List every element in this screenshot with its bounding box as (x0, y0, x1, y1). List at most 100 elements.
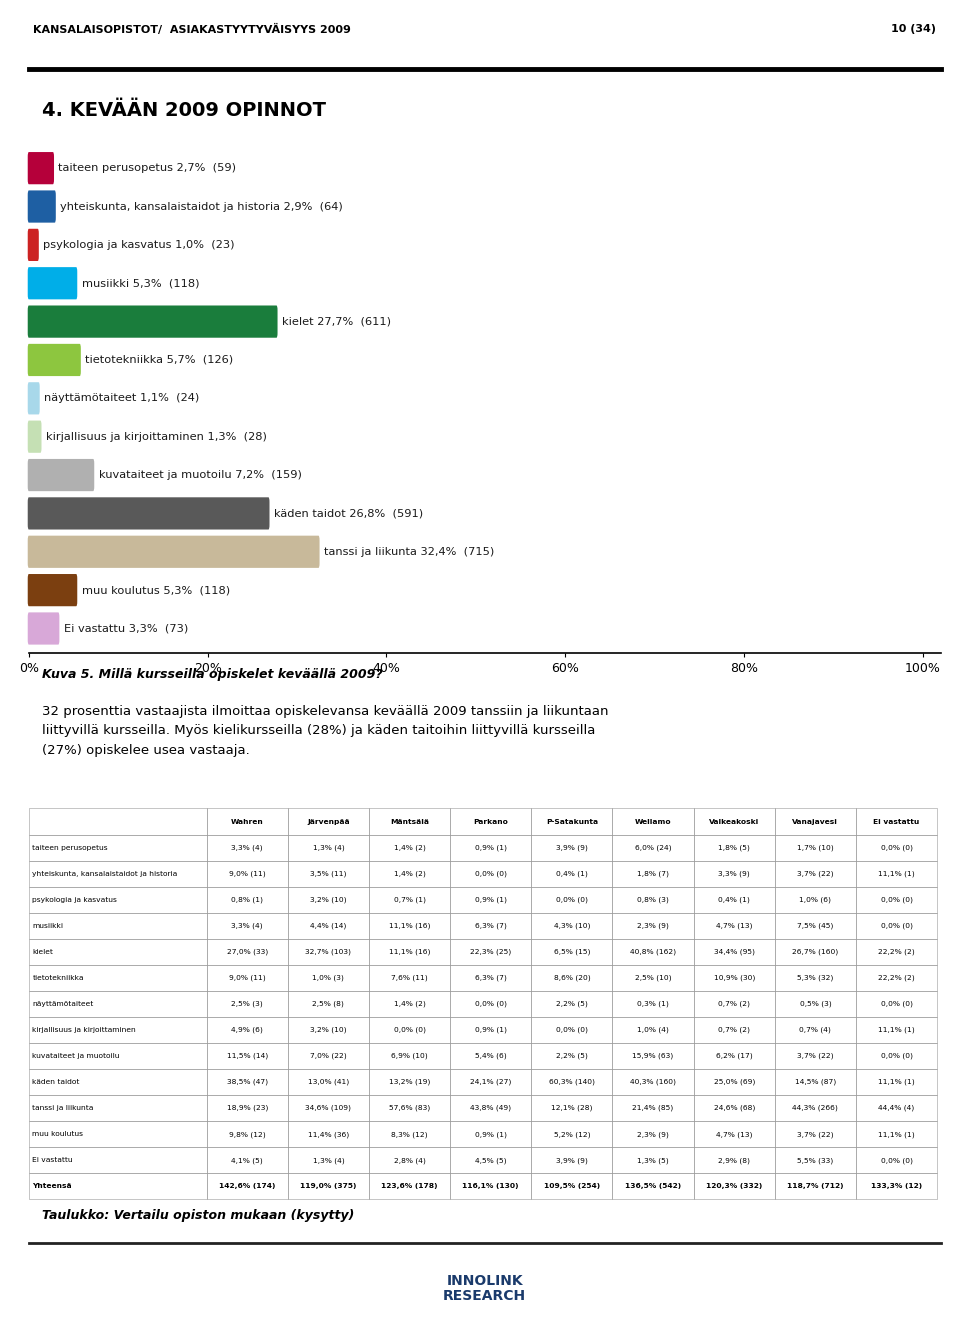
Bar (29, 835, 206, 860)
Text: 2,3% (9): 2,3% (9) (637, 1131, 669, 1138)
Text: 2,5% (8): 2,5% (8) (312, 1000, 345, 1007)
Bar (369, 1016, 450, 1043)
Bar (775, 1070, 856, 1095)
Bar (369, 1173, 450, 1199)
Text: 0,4% (1): 0,4% (1) (556, 870, 588, 876)
Bar (775, 1147, 856, 1173)
FancyBboxPatch shape (28, 460, 94, 492)
Text: 26,7% (160): 26,7% (160) (792, 948, 838, 955)
Text: 0,0% (0): 0,0% (0) (880, 1158, 913, 1164)
Text: 7,0% (22): 7,0% (22) (310, 1052, 347, 1059)
Bar (369, 939, 450, 964)
Bar (288, 1095, 369, 1122)
Bar (206, 835, 288, 860)
Bar (775, 1173, 856, 1199)
Text: 0,7% (2): 0,7% (2) (718, 1027, 750, 1034)
Bar (694, 887, 775, 912)
Text: 3,5% (11): 3,5% (11) (310, 870, 347, 876)
Bar (531, 939, 612, 964)
Text: 0,9% (1): 0,9% (1) (475, 1131, 507, 1138)
Text: 22,2% (2): 22,2% (2) (878, 948, 915, 955)
Bar (29, 1070, 206, 1095)
Text: 6,5% (15): 6,5% (15) (554, 948, 590, 955)
Text: 116,1% (130): 116,1% (130) (463, 1183, 519, 1189)
Text: kirjallisuus ja kirjoittaminen 1,3%  (28): kirjallisuus ja kirjoittaminen 1,3% (28) (46, 432, 267, 442)
Bar (206, 1173, 288, 1199)
Bar (775, 1016, 856, 1043)
Text: 44,4% (4): 44,4% (4) (878, 1106, 915, 1111)
Bar (450, 860, 531, 887)
FancyBboxPatch shape (28, 152, 54, 184)
Bar (450, 964, 531, 991)
Bar (856, 991, 937, 1016)
Text: Ei vastattu 3,3%  (73): Ei vastattu 3,3% (73) (63, 623, 188, 634)
Text: Taulukko: Vertailu opiston mukaan (kysytty): Taulukko: Vertailu opiston mukaan (kysyt… (42, 1209, 355, 1223)
Bar (775, 1043, 856, 1070)
Bar (531, 1016, 612, 1043)
Bar (29, 912, 206, 939)
FancyBboxPatch shape (28, 497, 270, 530)
Bar (206, 887, 288, 912)
Bar (288, 1147, 369, 1173)
Text: 0,5% (3): 0,5% (3) (800, 1000, 831, 1007)
Bar (369, 1147, 450, 1173)
Bar (531, 964, 612, 991)
Bar (694, 1016, 775, 1043)
Bar (288, 809, 369, 835)
Bar (29, 887, 206, 912)
Bar (612, 1147, 694, 1173)
Bar (856, 809, 937, 835)
Text: 4,1% (5): 4,1% (5) (231, 1158, 263, 1164)
FancyBboxPatch shape (28, 305, 277, 338)
Bar (369, 1122, 450, 1147)
Text: 13,2% (19): 13,2% (19) (389, 1079, 430, 1086)
Bar (531, 835, 612, 860)
Text: 133,3% (12): 133,3% (12) (871, 1183, 923, 1189)
Text: 0,8% (3): 0,8% (3) (637, 896, 669, 903)
Bar (612, 1173, 694, 1199)
Bar (775, 991, 856, 1016)
Bar (369, 991, 450, 1016)
Bar (775, 1095, 856, 1122)
Text: 10,9% (30): 10,9% (30) (713, 975, 755, 982)
Text: 123,6% (178): 123,6% (178) (381, 1183, 438, 1189)
Bar (450, 1043, 531, 1070)
Bar (856, 964, 937, 991)
Bar (856, 835, 937, 860)
Text: Parkano: Parkano (473, 818, 508, 825)
Text: näyttämötaiteet 1,1%  (24): näyttämötaiteet 1,1% (24) (44, 393, 200, 404)
Text: 1,0% (4): 1,0% (4) (637, 1027, 669, 1034)
FancyBboxPatch shape (28, 268, 77, 300)
Bar (369, 964, 450, 991)
Text: 4,9% (6): 4,9% (6) (231, 1027, 263, 1034)
Text: 27,0% (33): 27,0% (33) (227, 948, 268, 955)
Bar (531, 1173, 612, 1199)
Text: 2,5% (3): 2,5% (3) (231, 1000, 263, 1007)
Bar (612, 1070, 694, 1095)
Text: 3,3% (9): 3,3% (9) (718, 870, 750, 876)
Bar (531, 860, 612, 887)
Text: 11,4% (36): 11,4% (36) (308, 1131, 349, 1138)
Bar (288, 1173, 369, 1199)
Text: 40,8% (162): 40,8% (162) (630, 948, 676, 955)
Text: 4,5% (5): 4,5% (5) (475, 1158, 507, 1164)
Text: 0,9% (1): 0,9% (1) (475, 844, 507, 851)
Text: Wellamo: Wellamo (635, 818, 671, 825)
Text: 0,8% (1): 0,8% (1) (231, 896, 263, 903)
Text: 3,2% (10): 3,2% (10) (310, 1027, 347, 1034)
Text: kirjallisuus ja kirjoittaminen: kirjallisuus ja kirjoittaminen (33, 1027, 136, 1034)
Bar (450, 1122, 531, 1147)
FancyBboxPatch shape (28, 574, 77, 606)
Text: 3,3% (4): 3,3% (4) (231, 923, 263, 928)
Bar (206, 1095, 288, 1122)
Text: muu koulutus 5,3%  (118): muu koulutus 5,3% (118) (82, 585, 229, 595)
Bar (206, 939, 288, 964)
Text: 7,5% (45): 7,5% (45) (797, 923, 833, 928)
Text: 13,0% (41): 13,0% (41) (308, 1079, 349, 1086)
Bar (369, 912, 450, 939)
Text: 3,9% (9): 3,9% (9) (556, 1158, 588, 1164)
Text: 5,2% (12): 5,2% (12) (554, 1131, 590, 1138)
Text: 8,3% (12): 8,3% (12) (392, 1131, 428, 1138)
Bar (612, 1043, 694, 1070)
Bar (288, 1070, 369, 1095)
